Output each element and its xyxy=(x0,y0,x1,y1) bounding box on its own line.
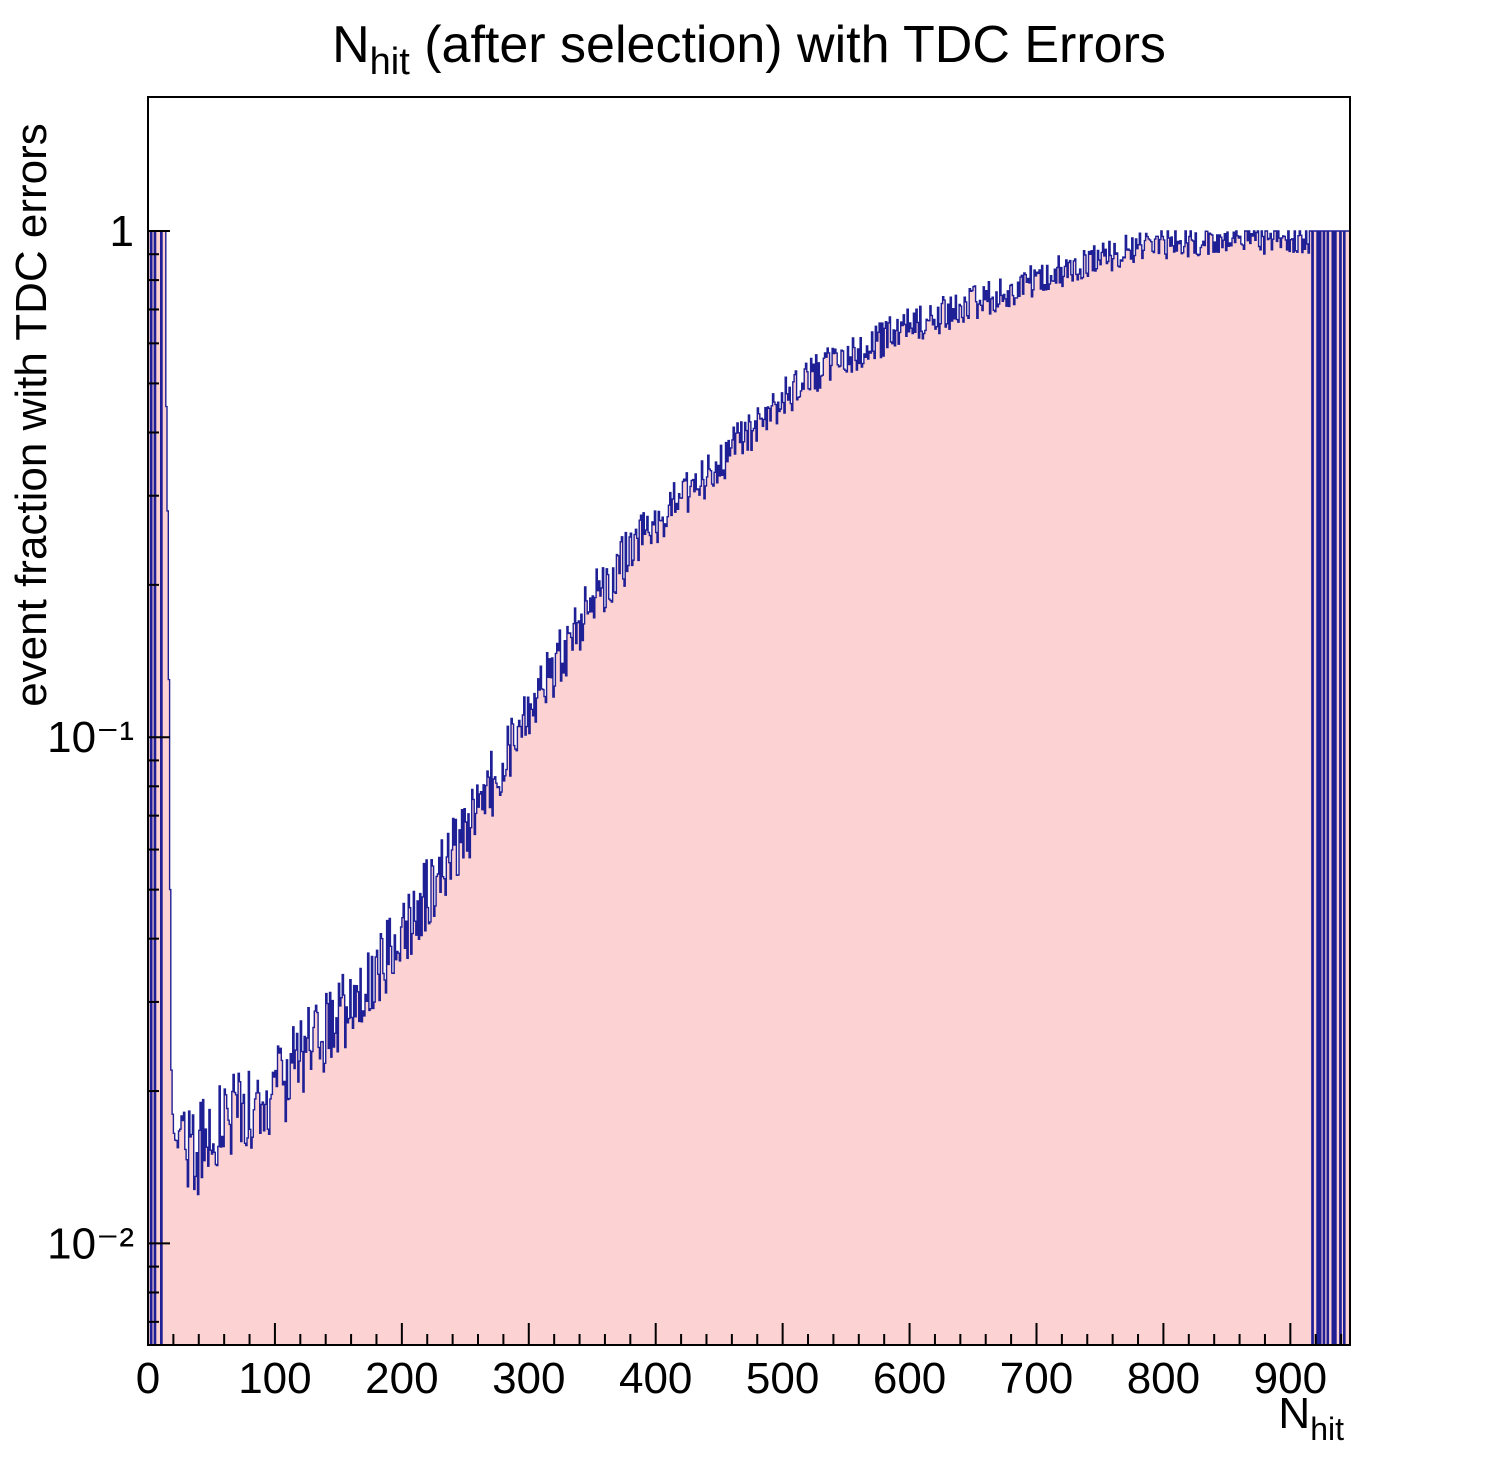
plot-frame xyxy=(147,96,1351,1346)
plot-dynamic-layer: 0 100 200 300 400 500 600 700 800 900 1 10⁻¹ 10⁻² xyxy=(47,96,1351,1403)
plot-title: Nhit (after selection) with TDC Errors xyxy=(332,16,1166,83)
plot-title-prefix: N xyxy=(332,16,370,74)
x-tick-label: 700 xyxy=(1000,1354,1073,1403)
x-axis-title: Nhit xyxy=(1278,1389,1344,1447)
y-axis-title: event fraction with TDC errors xyxy=(7,123,56,707)
x-tick-label: 800 xyxy=(1127,1354,1200,1403)
y-tick-label: 1 xyxy=(110,207,134,256)
y-tick-label: 10⁻¹ xyxy=(47,713,134,762)
x-tick-label: 200 xyxy=(365,1354,438,1403)
x-tick-label: 0 xyxy=(136,1354,160,1403)
x-tick-label: 500 xyxy=(746,1354,819,1403)
y-tick-label: 10⁻² xyxy=(47,1219,134,1268)
x-axis-title-prefix: N xyxy=(1278,1389,1310,1438)
plot-title-subscript: hit xyxy=(370,41,411,83)
x-tick-label: 300 xyxy=(492,1354,565,1403)
x-tick-label: 600 xyxy=(873,1354,946,1403)
x-tick-label: 900 xyxy=(1254,1354,1327,1403)
histogram-series xyxy=(147,230,1351,1346)
x-tick-label: 100 xyxy=(238,1354,311,1403)
x-tick-label: 400 xyxy=(619,1354,692,1403)
plot-title-rest: (after selection) with TDC Errors xyxy=(410,16,1166,74)
x-axis-title-subscript: hit xyxy=(1310,1411,1344,1447)
